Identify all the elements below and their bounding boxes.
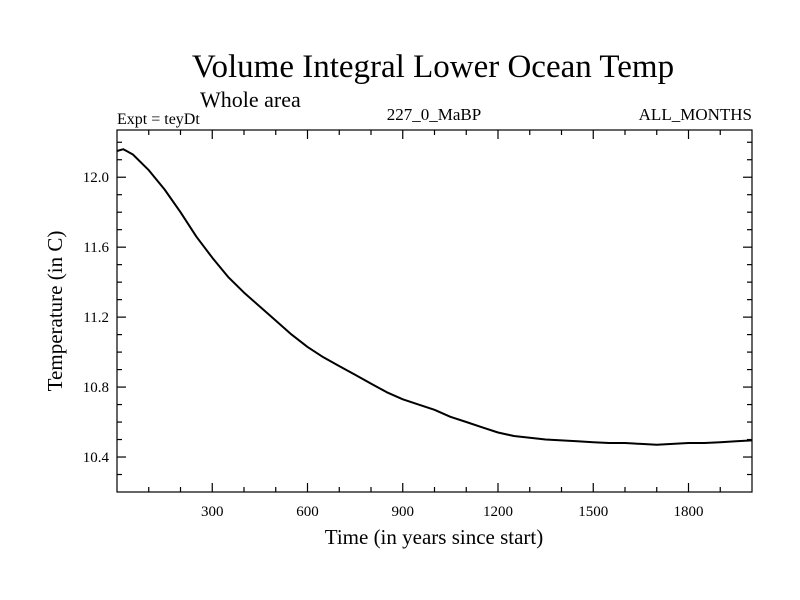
y-tick-label: 10.4: [83, 450, 110, 466]
experiment-label: Expt = teyDt: [117, 111, 200, 128]
y-tick-label: 12.0: [83, 170, 109, 186]
x-tick-label: 1200: [483, 504, 513, 520]
x-tick-label: 1800: [674, 504, 704, 520]
x-tick-label: 1500: [578, 504, 608, 520]
y-tick-label: 11.2: [83, 310, 109, 326]
x-tick-label: 900: [392, 504, 415, 520]
y-tick-labels: 10.4 10.8 11.2 11.6 12.0: [83, 170, 110, 466]
period-label: 227_0_MaBP: [387, 105, 481, 124]
y-tick-label: 10.8: [83, 380, 109, 396]
series-line-temperature: [116, 148, 753, 446]
x-tick-label: 300: [201, 504, 224, 520]
x-tick-label: 600: [296, 504, 319, 520]
axis-ticks: [117, 130, 752, 492]
plot-frame: [116, 129, 753, 493]
chart-title: Volume Integral Lower Ocean Temp: [192, 49, 674, 85]
months-label: ALL_MONTHS: [639, 105, 752, 124]
chart-subtitle: Whole area: [200, 87, 301, 112]
x-tick-labels: 300 600 900 1200 1500 1800: [201, 504, 704, 520]
y-axis-label: Temperature (in C): [43, 231, 67, 392]
x-axis-label: Time (in years since start): [325, 525, 544, 549]
y-tick-label: 11.6: [83, 240, 109, 256]
